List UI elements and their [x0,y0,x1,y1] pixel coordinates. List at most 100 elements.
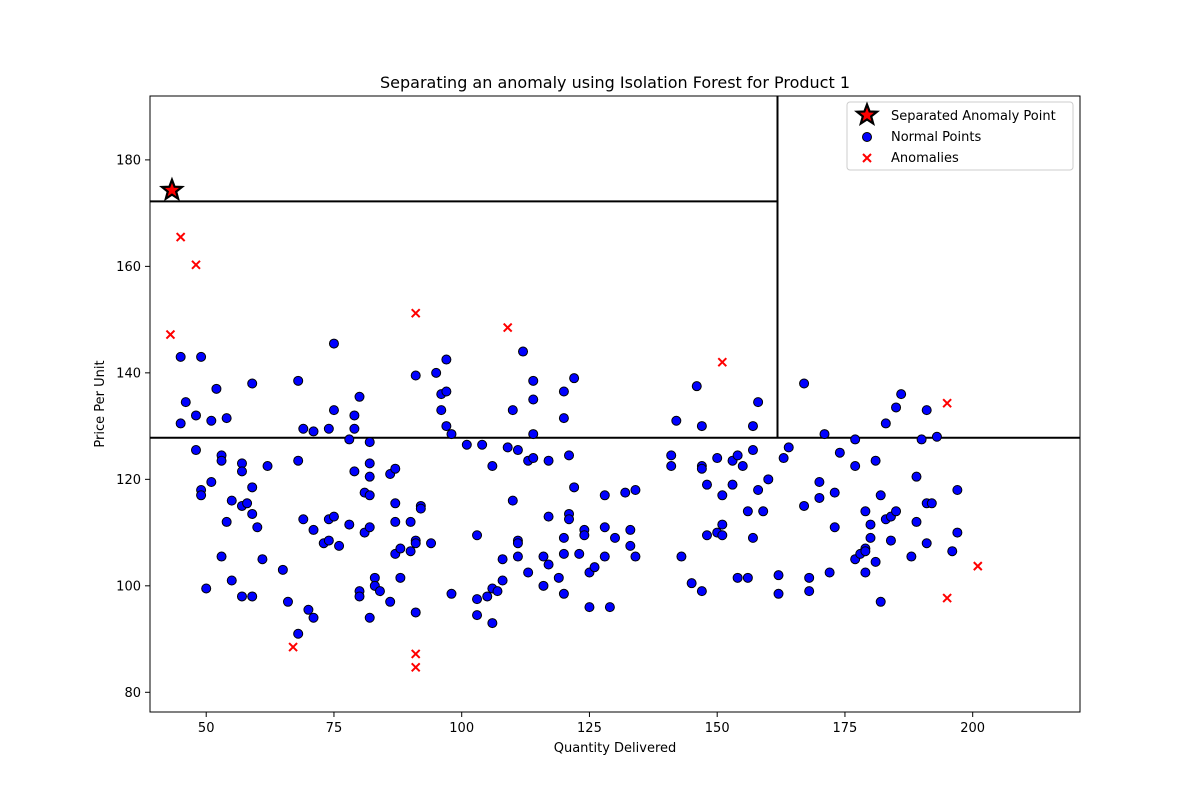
normal-point [282,596,293,607]
normal-point [236,466,247,477]
x-tick-label: 175 [833,721,858,736]
normal-point [860,567,871,578]
normal-point [180,397,191,408]
normal-point [625,524,636,535]
normal-point [395,543,406,554]
normal-point [799,378,810,389]
normal-point [860,506,871,517]
normal-point [410,538,421,549]
normal-point [610,532,620,543]
y-axis-ticks: 80 100 120 140 160 180 [116,153,150,701]
normal-point [431,367,442,378]
normal-point [390,463,401,474]
normal-point [206,476,217,487]
normal-point [502,442,513,453]
normal-point [247,482,258,493]
normal-points-series [175,338,963,639]
anomaly-point [175,232,186,242]
normal-point [701,479,712,490]
normal-point [216,551,227,562]
normal-point [880,418,891,429]
normal-point [349,410,360,421]
normal-point [773,570,784,581]
normal-point [523,567,534,578]
normal-point [298,423,309,434]
anomaly-point [411,662,421,672]
legend-label: Separated Anomaly Point [891,109,1056,124]
x-tick-label: 200 [960,721,985,736]
normal-point [569,482,580,493]
legend-star-marker [854,101,880,127]
normal-point [931,431,942,442]
normal-point [354,391,365,402]
normal-point [666,450,677,461]
normal-point [487,618,498,629]
normal-point [921,405,932,416]
normal-point [211,383,222,394]
legend-entry: Normal Points [862,130,981,145]
normal-point [293,375,304,386]
anomaly-point [191,260,201,270]
y-tick-label: 160 [116,260,141,275]
normal-point [620,487,631,498]
normal-point [221,413,232,424]
normal-point [528,394,539,405]
anomalies-series [165,232,983,672]
normal-point [277,564,288,575]
normal-point [753,484,764,495]
normal-point [865,519,876,530]
normal-point [247,378,258,389]
x-axis-ticks: 50 75 100 125 150 175 200 [198,712,985,736]
x-tick-label: 150 [705,721,730,736]
normal-point [543,511,554,522]
normal-point [308,426,319,437]
normal-point [799,500,810,511]
normal-point [226,575,237,586]
normal-point [487,461,498,472]
normal-point [747,532,758,543]
normal-point [196,351,207,362]
normal-point [436,405,447,416]
normal-point [262,461,273,472]
normal-point [870,556,881,567]
normal-point [507,405,518,416]
normal-point [364,458,375,469]
normal-point [390,516,401,527]
anomaly-point [288,642,298,652]
normal-point [482,591,493,602]
normal-point [364,522,375,533]
normal-point [528,429,539,440]
normal-point [891,402,902,413]
normal-point [926,498,937,509]
normal-point [293,628,304,639]
normal-point [742,506,753,517]
separated-anomaly-point [158,176,185,202]
normal-point [374,586,385,597]
normal-point [303,604,314,615]
normal-point [472,610,483,621]
legend-label: Anomalies [891,151,959,166]
normal-point [328,511,339,522]
normal-point [395,572,406,583]
normal-point [558,386,569,397]
anomaly-point [165,329,176,340]
normal-point [676,551,687,562]
normal-point [328,338,339,349]
normal-point [829,487,840,498]
normal-point [947,546,958,557]
normal-point [226,495,237,506]
normal-point [850,461,861,472]
normal-point [196,490,207,501]
normal-point [875,596,886,607]
normal-point [916,434,927,445]
normal-point [574,548,585,559]
normal-point [334,540,345,551]
y-tick-label: 120 [116,473,141,488]
x-tick-label: 125 [577,721,602,736]
x-tick-label: 100 [449,721,474,736]
normal-point [415,503,426,514]
normal-point [190,410,201,421]
normal-point [865,532,876,543]
